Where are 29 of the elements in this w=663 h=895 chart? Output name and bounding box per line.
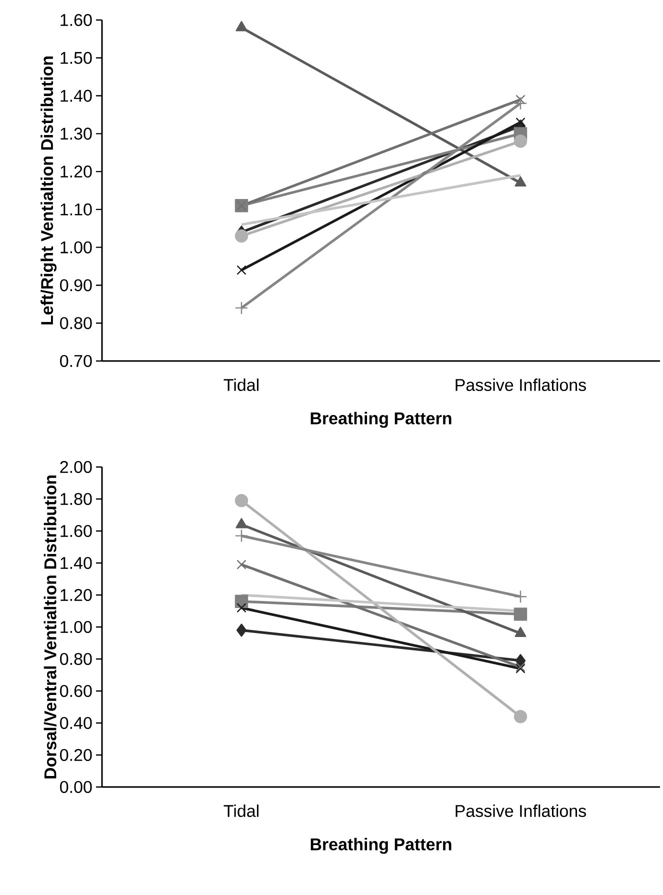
x-axis-title: Breathing Pattern [310,838,452,854]
y-axis-title: Left/Right Ventialtion Distribution [40,56,56,324]
y-tick-label: 0.60 [60,684,92,698]
y-tick-label: 0.20 [60,748,92,762]
y-axis-title: Dorsal/Ventral Ventialtion Distribution [44,475,56,778]
y-tick-label: 1.20 [60,166,92,178]
y-tick-label: 0.80 [60,317,92,330]
y-tick-label: 0.40 [60,716,92,730]
y-tick-label: 0.90 [60,279,92,292]
x-tick-label: Passive Inflations [456,378,586,392]
y-tick-label: 1.60 [60,14,92,26]
y-tick-label: 0.70 [60,354,92,368]
y-tick-label: 1.50 [60,52,92,64]
y-tick-label: 1.10 [60,203,92,216]
y-tick-label: 1.40 [60,90,92,102]
y-tick-label: 2.00 [60,460,92,474]
x-tick-label: Tidal [224,804,258,818]
y-tick-label: 1.30 [60,128,92,140]
y-tick-label: 1.80 [60,492,92,506]
y-tick-label: 0.80 [60,652,92,666]
x-axis-title: Breathing Pattern [310,412,452,428]
x-tick-label: Tidal [224,378,258,392]
y-tick-label: 1.40 [60,556,92,570]
y-tick-label: 1.60 [60,524,92,538]
y-tick-label: 1.20 [60,588,92,602]
y-tick-label: 1.00 [60,620,92,634]
y-tick-label: 0.00 [60,780,92,794]
y-tick-label: 1.00 [60,241,92,254]
x-tick-label: Passive Inflations [456,804,586,818]
